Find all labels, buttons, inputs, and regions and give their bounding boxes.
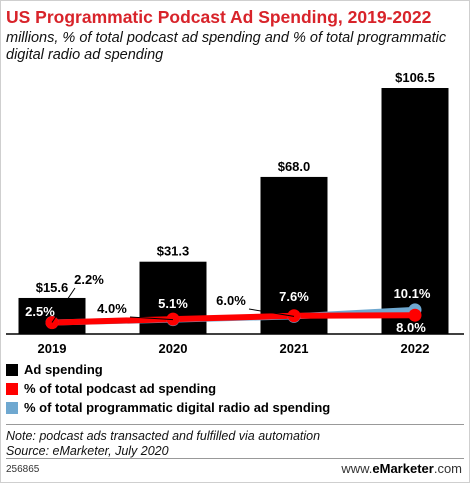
chart-subtitle: millions, % of total podcast ad spending… (6, 30, 447, 63)
bar-value-label: $15.6 (36, 280, 69, 295)
radio-share-leader-line (129, 316, 174, 321)
bar-value-label: $106.5 (395, 70, 435, 85)
source-line: Source: eMarketer, July 2020 (6, 444, 169, 458)
chart-note: Note: podcast ads transacted and fulfill… (6, 429, 320, 459)
podcast-share-point-2022 (408, 308, 422, 322)
brand-prefix: www. (341, 461, 373, 476)
podcast-share-label: 8.0% (396, 320, 426, 335)
legend-swatch-black (6, 363, 18, 376)
x-tick-label: 2019 (38, 341, 67, 356)
legend-swatch-red (6, 382, 18, 395)
chart-title: US Programmatic Podcast Ad Spending, 201… (6, 7, 432, 27)
brand-name: eMarketer (372, 461, 434, 476)
podcast-share-label: 2.5% (25, 304, 55, 319)
radio-share-leader-line (248, 308, 295, 317)
radio-share-label: 4.0% (97, 301, 127, 316)
legend-pct-radio: % of total programmatic digital radio ad… (6, 400, 330, 415)
podcast-share-point-2021 (287, 309, 301, 323)
radio-share-label: 10.1% (394, 286, 431, 301)
legend-ad-spending: Ad spending (6, 362, 103, 377)
legend-pct-podcast: % of total podcast ad spending (6, 381, 216, 396)
legend-label-pct-podcast: % of total podcast ad spending (24, 381, 217, 396)
x-tick-label: 2022 (401, 341, 430, 356)
legend-swatch-blue (6, 401, 18, 414)
bar-value-label: $31.3 (157, 244, 190, 259)
bar-2022 (381, 88, 449, 334)
podcast-share-point-2019 (45, 316, 59, 330)
radio-share-label: 6.0% (216, 293, 246, 308)
legend-label-pct-radio: % of total programmatic digital radio ad… (24, 400, 331, 415)
bar-2021 (260, 176, 328, 334)
x-tick-label: 2021 (280, 341, 309, 356)
note-separator (6, 424, 464, 425)
podcast-share-label: 7.6% (279, 289, 309, 304)
legend-label-ad-spending: Ad spending (24, 362, 103, 377)
note-line: Note: podcast ads transacted and fulfill… (6, 429, 321, 443)
podcast-share-label: 5.1% (158, 296, 188, 311)
bar-value-label: $68.0 (278, 159, 311, 174)
podcast-share-line (49, 312, 418, 326)
radio-share-label: 2.2% (74, 272, 104, 287)
radio-share-leader-line (51, 287, 76, 323)
brand-suffix: .com (433, 461, 462, 476)
brand-link[interactable]: www.eMarketer.com (341, 461, 462, 476)
footer-separator (6, 458, 464, 459)
chart-id: 256865 (6, 464, 40, 475)
x-tick-label: 2020 (159, 341, 188, 356)
